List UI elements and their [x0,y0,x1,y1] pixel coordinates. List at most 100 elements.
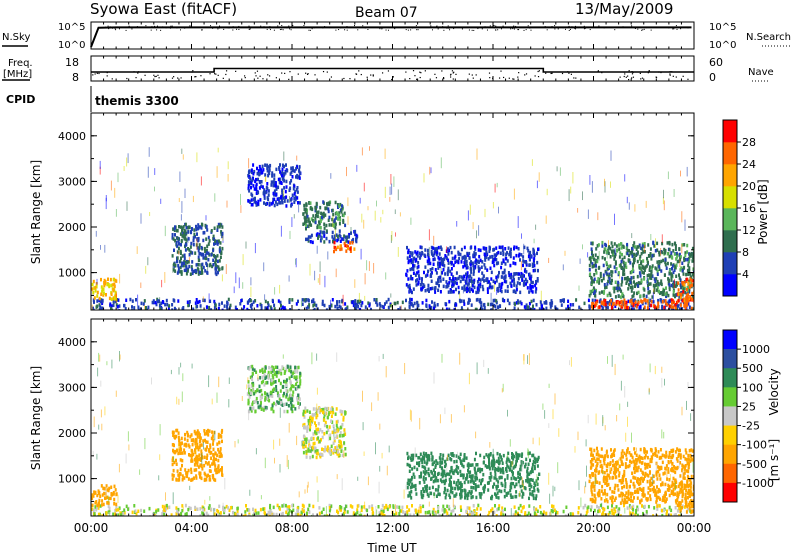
power-cell [661,241,664,246]
velocity-cell [293,375,296,379]
power-cell [254,196,256,201]
power-cell [183,256,186,261]
velocity-cell [517,475,520,479]
velocity-cell [269,503,272,508]
power-cell [481,271,484,275]
power-cell [335,247,338,252]
velocity-cell [632,504,635,509]
power-speckle [99,160,101,169]
nave-dot [568,72,570,74]
power-cell [272,180,275,184]
velocity-cell [188,453,190,457]
power-cell [648,265,651,269]
power-cell [137,308,140,310]
velocity-cell [450,512,453,516]
velocity-cell [133,504,136,508]
noise-search-dot [471,29,473,31]
velocity-cell [193,463,196,467]
velocity-cell [281,403,284,407]
noise-search-dot [322,27,324,29]
power-cell [289,186,292,190]
velocity-cell [179,467,182,472]
power-cell [621,252,623,257]
power-cell [493,263,496,268]
power-speckle [598,251,600,261]
power-cell [367,301,370,305]
power-cell [281,170,284,175]
power-cell [619,307,622,310]
power-cell [602,276,605,281]
power-cell [654,266,657,270]
velocity-cell [670,513,673,516]
velocity-cell [179,451,182,455]
power-cell [294,197,297,202]
power-cell [188,225,191,229]
power-cell [332,223,335,227]
power-cell [438,261,441,265]
velocity-cell [221,473,224,477]
power-cell [315,205,318,209]
power-cell [250,307,253,310]
power-cell [643,242,646,246]
power-cell [597,243,600,247]
power-cell [611,270,614,274]
power-cell [250,198,253,202]
velocity-cell [163,512,166,516]
power-cell [182,231,185,236]
power-speckle [293,214,295,219]
power-cell [364,305,367,309]
power-cell [674,247,677,251]
velocity-cell [218,504,221,509]
velocity-cell [303,434,306,438]
power-cell [629,250,632,255]
power-cell [205,305,208,309]
power-cell [506,298,509,303]
velocity-cell [285,402,288,406]
velocity-cell [311,445,314,450]
power-cell [683,256,686,261]
power-cell [283,172,286,176]
velocity-cell [219,511,222,515]
power-cell [268,168,271,172]
velocity-cell [101,514,104,516]
velocity-cell [339,505,342,510]
nave-dot [244,77,246,79]
power-cell [457,276,460,281]
power-cell [660,291,663,295]
power-cell [500,285,503,290]
power-speckle [446,246,448,253]
power-cell [411,260,414,264]
power-cell [451,290,454,294]
power-cell [291,193,294,197]
power-cell [636,291,638,296]
noise-search-dot [154,25,156,27]
power-cell [615,267,618,271]
velocity-cell [326,415,329,420]
velocity-cell [435,459,438,463]
power-cell [472,289,474,293]
noise-search-dot [284,26,286,28]
velocity-cell [272,366,275,370]
power-cell [519,258,521,262]
noise-search-dot [446,27,448,29]
velocity-cell [309,425,312,429]
velocity-cell [533,511,536,515]
power-cell [156,297,159,302]
power-cell [185,272,188,276]
velocity-cell [175,434,178,439]
power-cell [206,271,209,275]
power-cell [498,284,501,289]
power-speckle [626,196,628,204]
power-cell [218,248,221,252]
power-cell [247,184,250,188]
power-cell [675,263,678,267]
velocity-cell [247,400,250,405]
power-cell [274,183,277,188]
power-cell [601,240,604,245]
power-cell [439,275,442,280]
power-cell [417,264,420,269]
velocity-cell [328,425,331,429]
power-cell [631,268,634,272]
power-cell [614,304,617,308]
velocity-cell [322,407,325,412]
